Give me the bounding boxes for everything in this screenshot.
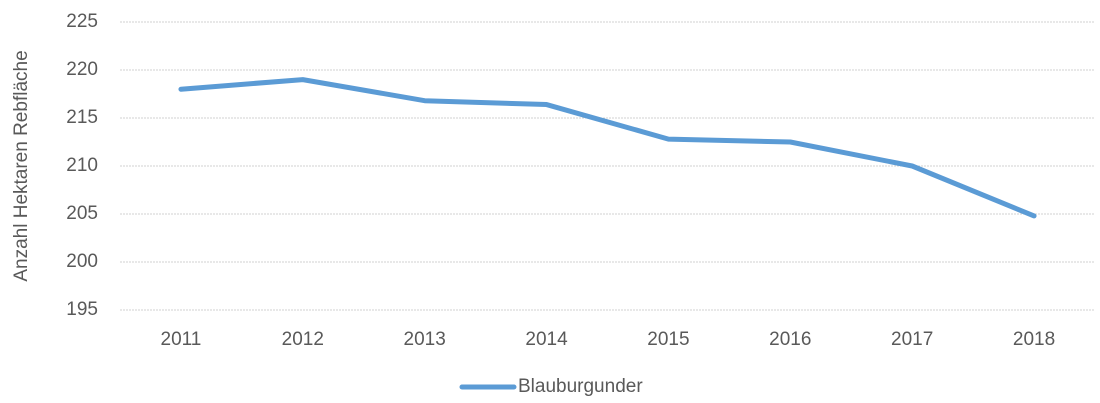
legend-label: Blauburgunder [518, 376, 643, 397]
x-tick-label: 2013 [404, 329, 446, 350]
y-tick-label: 205 [66, 203, 98, 224]
y-tick-label: 215 [66, 107, 98, 128]
y-axis-label: Anzahl Hektaren Rebfläche [11, 50, 32, 281]
y-tick-label: 200 [66, 251, 98, 272]
x-tick-label: 2016 [769, 329, 811, 350]
y-tick-label: 225 [66, 11, 98, 32]
y-tick-label: 220 [66, 59, 98, 80]
data-line [178, 77, 1037, 219]
y-tick-label: 210 [66, 155, 98, 176]
x-tick-label: 2011 [161, 329, 202, 350]
x-tick-label: 2017 [891, 329, 933, 350]
x-tick-label: 2012 [282, 329, 324, 350]
y-tick-label: 195 [66, 299, 98, 320]
x-tick-label: 2018 [1013, 329, 1055, 350]
x-tick-label: 2014 [525, 329, 568, 350]
x-tick-label: 2015 [647, 329, 689, 350]
